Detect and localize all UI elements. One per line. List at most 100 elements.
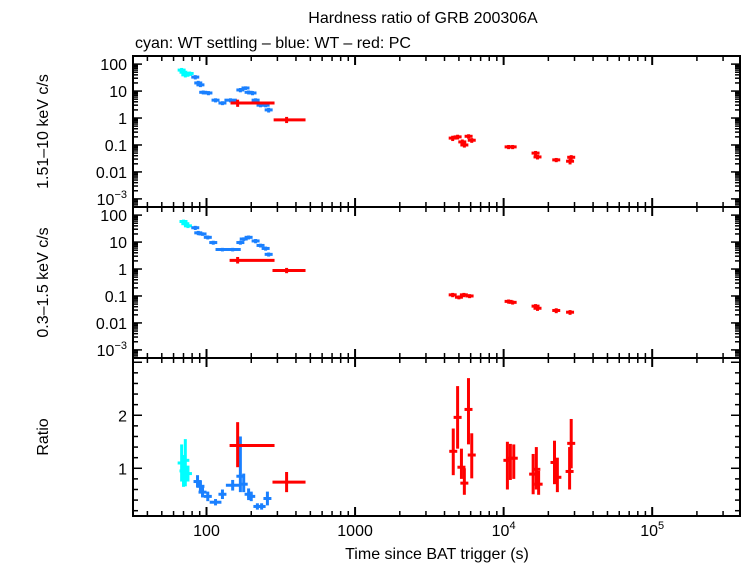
data-point <box>244 235 253 240</box>
data-point <box>203 235 212 240</box>
data-point <box>457 448 466 479</box>
y-tick-label: 0.01 <box>96 165 127 182</box>
panel-3: 1 2 Ratio 100 1000 104 105 <box>35 357 741 540</box>
y-tick-label: 1 <box>118 461 127 478</box>
x-axis-label: Time since BAT trigger (s) <box>345 546 529 563</box>
data-point <box>509 444 518 479</box>
series-pc <box>230 99 576 165</box>
data-point <box>225 479 240 491</box>
panel-1: 100 10 1 0.1 0.01 10−3 1.51–10 keV c/s <box>35 55 741 209</box>
data-point <box>230 99 275 107</box>
y-tick-label: 2 <box>118 408 127 425</box>
data-point <box>239 473 248 493</box>
series-wt <box>193 436 272 510</box>
data-point <box>198 486 207 498</box>
data-point <box>565 447 574 490</box>
data-point <box>209 240 218 245</box>
data-point <box>453 386 462 449</box>
data-point <box>196 82 205 88</box>
data-point <box>508 144 517 150</box>
data-point <box>229 422 275 468</box>
y-tick-label: 1 <box>118 111 127 128</box>
data-point <box>196 480 205 493</box>
data-point <box>191 75 200 80</box>
y-axis-label: 0.3–1.5 keV c/s <box>35 227 52 337</box>
data-point <box>218 101 227 106</box>
data-point <box>454 295 463 300</box>
y-tick-label: 10−3 <box>97 340 127 360</box>
data-point <box>236 240 245 245</box>
data-point <box>241 86 250 90</box>
data-point <box>465 294 474 299</box>
data-point <box>185 71 194 76</box>
data-point <box>257 503 266 510</box>
data-point <box>218 489 227 500</box>
data-point <box>532 447 541 490</box>
y-axis-label: 1.51–10 keV c/s <box>35 74 52 189</box>
y-tick-label: 100 <box>100 208 127 225</box>
data-point <box>264 107 273 113</box>
data-point <box>460 142 469 148</box>
series-pc <box>229 256 575 315</box>
data-point <box>467 138 476 143</box>
data-point <box>449 428 458 476</box>
data-point <box>191 225 200 231</box>
data-point <box>203 491 212 502</box>
series-wt-settling <box>177 439 192 487</box>
data-point <box>448 292 457 298</box>
data-point <box>272 267 306 274</box>
chart-subtitle: cyan: WT settling – blue: WT – red: PC <box>135 35 411 52</box>
series-wt-settling <box>179 219 192 229</box>
data-point <box>264 252 273 257</box>
data-point <box>247 491 256 502</box>
data-point <box>227 247 241 252</box>
data-point <box>263 491 272 506</box>
data-point <box>464 378 473 445</box>
series-wt <box>191 225 273 257</box>
data-point <box>552 308 561 314</box>
data-point <box>533 154 542 160</box>
y-axis-label: Ratio <box>35 418 52 455</box>
data-point <box>273 116 306 124</box>
y-tick-label: 10 <box>109 84 127 101</box>
data-point <box>464 134 473 139</box>
x-tick-label: 104 <box>492 520 516 540</box>
data-point <box>453 134 462 140</box>
plot-frame <box>132 206 741 359</box>
data-point <box>183 465 192 482</box>
data-point <box>181 439 190 487</box>
x-tick-label: 105 <box>640 520 664 540</box>
y-tick-label: 0.1 <box>105 289 127 306</box>
y-tick-label: 10 <box>109 235 127 252</box>
y-tick-label: 1 <box>118 262 127 279</box>
panel-2: 100 10 1 0.1 0.01 10−3 0.3–1.5 keV c/s <box>35 206 741 360</box>
data-point <box>460 468 469 495</box>
plot-frame <box>132 357 741 517</box>
data-point <box>534 470 543 495</box>
series-pc <box>229 378 576 495</box>
data-point <box>256 243 265 248</box>
data-point <box>239 237 248 241</box>
y-tick-label: 0.01 <box>96 316 127 333</box>
x-tick-label: 100 <box>193 523 220 540</box>
data-point <box>248 91 257 96</box>
data-point <box>567 418 576 469</box>
y-tick-label: 10−3 <box>97 189 127 209</box>
data-point <box>204 91 213 96</box>
data-point <box>533 306 542 311</box>
y-tick-label: 100 <box>100 57 127 74</box>
data-point <box>552 157 561 163</box>
data-point <box>229 256 275 264</box>
series-wt-settling <box>177 67 194 78</box>
data-point <box>508 300 517 305</box>
data-point <box>215 247 229 252</box>
data-point <box>183 223 192 229</box>
data-point <box>211 98 220 103</box>
data-point <box>553 457 562 493</box>
data-point <box>251 238 260 244</box>
data-point <box>236 87 245 93</box>
series-wt <box>191 75 273 113</box>
data-point <box>272 471 306 493</box>
data-point <box>567 155 576 160</box>
